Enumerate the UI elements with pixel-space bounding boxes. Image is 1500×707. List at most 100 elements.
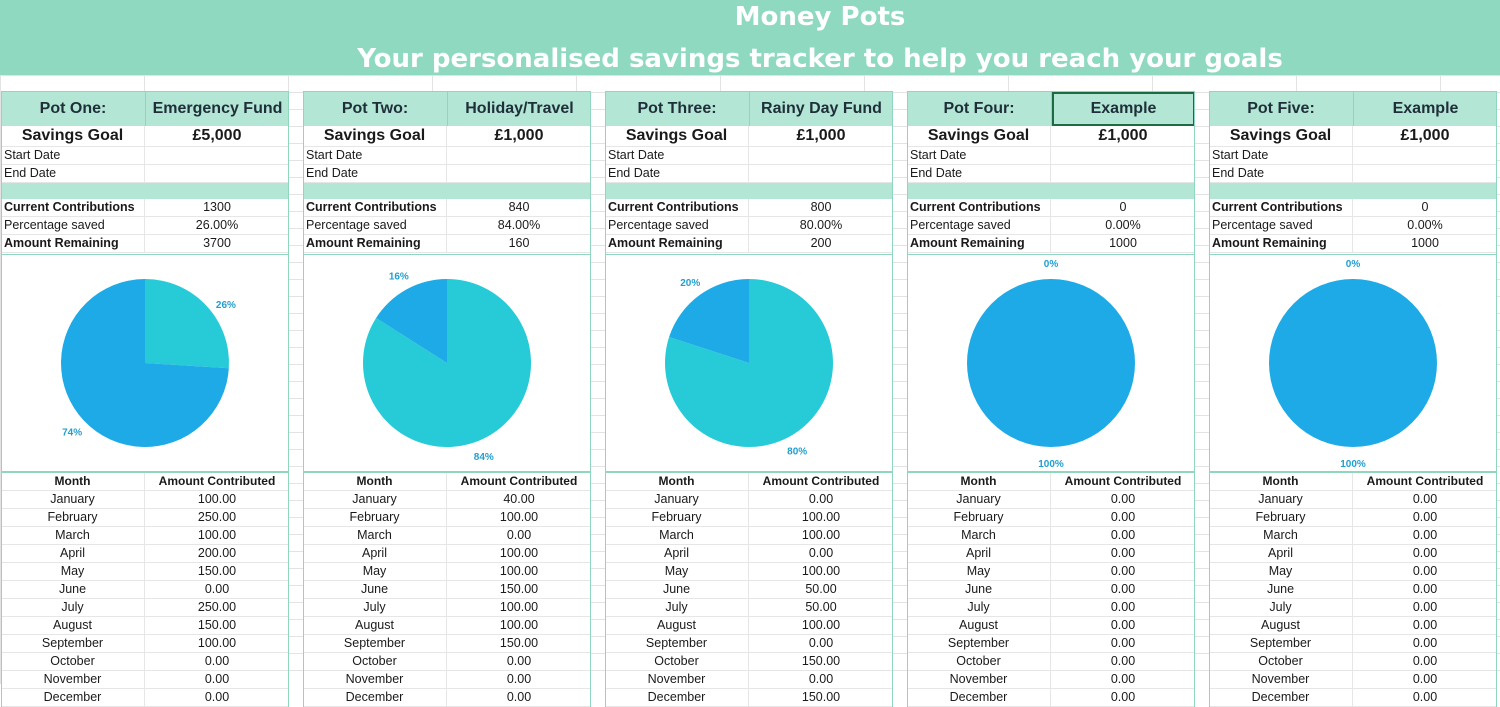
start-date-value[interactable] (1353, 147, 1497, 164)
amount-cell[interactable]: 0.00 (1412, 618, 1438, 632)
amount-cell[interactable]: 0.00 (1110, 510, 1136, 524)
amount-cell[interactable]: 100.00 (499, 510, 539, 524)
amount-cell[interactable]: 100.00 (801, 528, 841, 542)
amount-remaining-value[interactable]: 160 (508, 236, 530, 250)
savings-pie-chart[interactable]: 26% 74% (1, 254, 289, 472)
pie-slice-remaining[interactable] (376, 279, 447, 363)
start-date-value[interactable] (749, 147, 893, 164)
amount-cell[interactable]: 0.00 (1412, 564, 1438, 578)
amount-cell[interactable]: 150.00 (197, 618, 237, 632)
pot-label[interactable]: Pot Five: (1209, 92, 1354, 126)
current-contributions-value[interactable]: 840 (508, 200, 530, 214)
pie-slice-saved[interactable] (145, 279, 229, 369)
amount-cell[interactable]: 0.00 (506, 528, 532, 542)
amount-cell[interactable]: 200.00 (197, 546, 237, 560)
amount-cell[interactable]: 0.00 (1412, 654, 1438, 668)
amount-cell[interactable]: 0.00 (204, 582, 230, 596)
pie-slice-remaining[interactable] (669, 279, 749, 363)
amount-cell[interactable]: 0.00 (1412, 492, 1438, 506)
savings-pie-chart[interactable]: 0% 100% (1209, 254, 1497, 472)
pie-slice-remaining[interactable] (60, 279, 229, 447)
savings-pie-chart[interactable]: 80% 20% (605, 254, 893, 472)
end-date-value[interactable] (749, 165, 893, 182)
percentage-saved-value[interactable]: 26.00% (195, 218, 239, 232)
amount-cell[interactable]: 250.00 (197, 600, 237, 614)
current-contributions-value[interactable]: 0 (1421, 200, 1429, 214)
amount-cell[interactable]: 100.00 (499, 564, 539, 578)
amount-remaining-value[interactable]: 1000 (1411, 236, 1439, 250)
amount-cell[interactable]: 150.00 (499, 636, 539, 650)
amount-cell[interactable]: 150.00 (197, 564, 237, 578)
amount-remaining-value[interactable]: 3700 (203, 236, 231, 250)
percentage-saved-value[interactable]: 80.00% (799, 218, 843, 232)
savings-goal-value[interactable]: £1,000 (796, 127, 846, 144)
pie-slice-remaining[interactable] (967, 279, 1135, 447)
current-contributions-value[interactable]: 1300 (203, 200, 231, 214)
amount-cell[interactable]: 100.00 (499, 600, 539, 614)
amount-cell[interactable]: 0.00 (1412, 582, 1438, 596)
amount-cell[interactable]: 0.00 (506, 690, 532, 704)
amount-cell[interactable]: 150.00 (801, 654, 841, 668)
amount-cell[interactable]: 100.00 (801, 564, 841, 578)
current-contributions-value[interactable]: 800 (810, 200, 832, 214)
amount-cell[interactable]: 0.00 (1110, 582, 1136, 596)
amount-cell[interactable]: 100.00 (197, 492, 237, 506)
pot-name[interactable]: Rainy Day Fund (761, 100, 882, 117)
amount-cell[interactable]: 0.00 (1110, 690, 1136, 704)
amount-cell[interactable]: 100.00 (499, 546, 539, 560)
amount-cell[interactable]: 100.00 (197, 528, 237, 542)
amount-cell[interactable]: 0.00 (1412, 636, 1438, 650)
amount-remaining-value[interactable]: 1000 (1109, 236, 1137, 250)
amount-cell[interactable]: 0.00 (1110, 618, 1136, 632)
pie-slice-remaining[interactable] (1269, 279, 1437, 447)
savings-goal-value[interactable]: £1,000 (494, 127, 544, 144)
amount-cell[interactable]: 0.00 (1110, 600, 1136, 614)
amount-remaining-value[interactable]: 200 (810, 236, 832, 250)
savings-pie-chart[interactable]: 0% 100% (907, 254, 1195, 472)
end-date-value[interactable] (1051, 165, 1195, 182)
pot-label[interactable]: Pot One: (1, 92, 146, 126)
amount-cell[interactable]: 150.00 (499, 582, 539, 596)
start-date-value[interactable] (145, 147, 289, 164)
amount-cell[interactable]: 0.00 (808, 672, 834, 686)
amount-cell[interactable]: 50.00 (805, 600, 837, 614)
amount-cell[interactable]: 0.00 (1412, 510, 1438, 524)
amount-cell[interactable]: 0.00 (204, 672, 230, 686)
percentage-saved-value[interactable]: 0.00% (1407, 218, 1443, 232)
end-date-value[interactable] (1353, 165, 1497, 182)
amount-cell[interactable]: 0.00 (204, 654, 230, 668)
amount-cell[interactable]: 40.00 (503, 492, 535, 506)
pot-name[interactable]: Example (1052, 92, 1195, 126)
start-date-value[interactable] (1051, 147, 1195, 164)
amount-cell[interactable]: 150.00 (801, 690, 841, 704)
amount-cell[interactable]: 0.00 (204, 690, 230, 704)
amount-cell[interactable]: 100.00 (801, 618, 841, 632)
amount-cell[interactable]: 0.00 (1412, 672, 1438, 686)
amount-cell[interactable]: 0.00 (808, 492, 834, 506)
amount-cell[interactable]: 0.00 (1412, 600, 1438, 614)
amount-cell[interactable]: 50.00 (805, 582, 837, 596)
amount-cell[interactable]: 0.00 (1110, 636, 1136, 650)
amount-cell[interactable]: 100.00 (801, 510, 841, 524)
amount-cell[interactable]: 0.00 (1412, 546, 1438, 560)
amount-cell[interactable]: 0.00 (1110, 492, 1136, 506)
amount-cell[interactable]: 0.00 (1412, 690, 1438, 704)
amount-cell[interactable]: 0.00 (1110, 654, 1136, 668)
amount-cell[interactable]: 250.00 (197, 510, 237, 524)
savings-pie-chart[interactable]: 84% 16% (303, 254, 591, 472)
amount-cell[interactable]: 0.00 (506, 654, 532, 668)
amount-cell[interactable]: 0.00 (808, 636, 834, 650)
amount-cell[interactable]: 100.00 (499, 618, 539, 632)
savings-goal-value[interactable]: £1,000 (1400, 127, 1450, 144)
amount-cell[interactable]: 0.00 (1110, 672, 1136, 686)
amount-cell[interactable]: 0.00 (506, 672, 532, 686)
savings-goal-value[interactable]: £1,000 (1098, 127, 1148, 144)
amount-cell[interactable]: 100.00 (197, 636, 237, 650)
end-date-value[interactable] (447, 165, 591, 182)
percentage-saved-value[interactable]: 84.00% (497, 218, 541, 232)
amount-cell[interactable]: 0.00 (1110, 546, 1136, 560)
pot-name[interactable]: Holiday/Travel (465, 100, 574, 117)
percentage-saved-value[interactable]: 0.00% (1105, 218, 1141, 232)
amount-cell[interactable]: 0.00 (808, 546, 834, 560)
end-date-value[interactable] (145, 165, 289, 182)
